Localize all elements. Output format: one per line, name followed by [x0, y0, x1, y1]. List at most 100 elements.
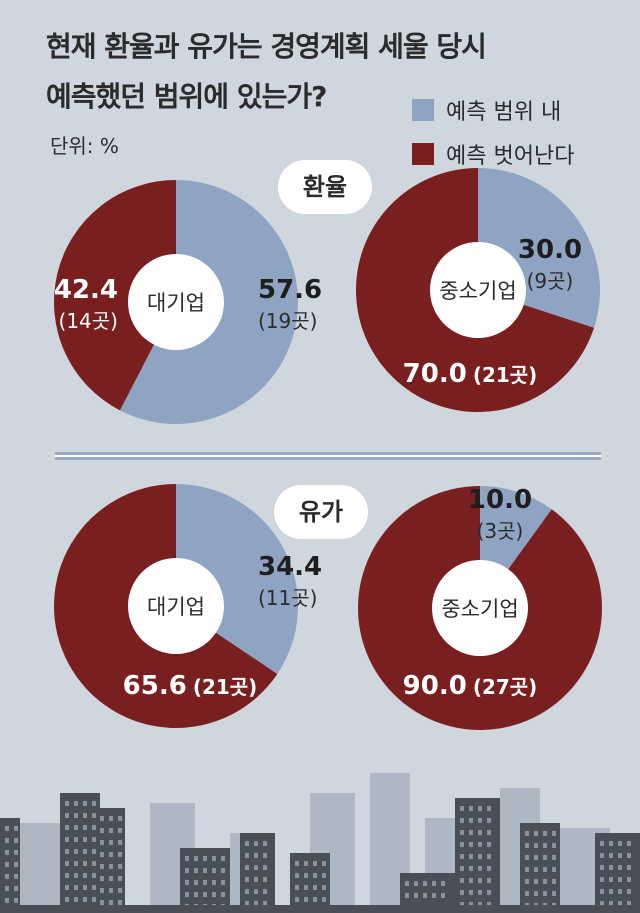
pie-3-center [432, 560, 528, 656]
skyline-window-3 [221, 856, 225, 861]
skyline-window-8 [534, 879, 538, 884]
skyline-window-2 [118, 888, 122, 893]
skyline-window-4 [245, 889, 249, 894]
skyline-window-2 [118, 876, 122, 881]
unit-label: 단위: % [50, 134, 119, 158]
skyline-window-0 [5, 886, 9, 891]
pie-3-label-1: 90.0 (27곳) [403, 671, 538, 701]
skyline-window-4 [254, 889, 258, 894]
skyline-window-6 [423, 881, 427, 886]
skyline-window-3 [194, 880, 198, 885]
skyline-window-8 [534, 843, 538, 848]
legend-item-outside: 예측 벗어난다 [412, 132, 574, 176]
skyline-window-9 [618, 889, 622, 894]
skyline-window-5 [295, 861, 299, 866]
skyline-window-9 [609, 889, 613, 894]
skyline-window-4 [263, 889, 267, 894]
title-line-1: 현재 환율과 유가는 경영계획 세울 당시 [46, 30, 487, 63]
skyline-window-2 [100, 840, 104, 845]
skyline-window-5 [313, 897, 317, 902]
pie-3-count-0: (3곳) [477, 519, 524, 543]
skyline-window-7 [460, 818, 464, 823]
skyline-window-2 [109, 828, 113, 833]
skyline-window-9 [618, 853, 622, 858]
skyline-window-9 [627, 877, 631, 882]
skyline-window-4 [245, 877, 249, 882]
skyline-window-1 [74, 825, 78, 830]
skyline-window-1 [65, 801, 69, 806]
skyline-window-4 [263, 865, 267, 870]
skyline-window-2 [109, 852, 113, 857]
legend: 예측 범위 내 예측 벗어난다 [412, 88, 574, 176]
skyline-window-5 [295, 873, 299, 878]
skyline-window-5 [295, 897, 299, 902]
skyline-window-0 [14, 850, 18, 855]
skyline-window-1 [74, 861, 78, 866]
skyline-window-8 [534, 831, 538, 836]
pie-2-label-1: 65.6 (21곳) [123, 671, 258, 701]
pie-0-center-label: 대기업 [147, 291, 205, 315]
skyline-window-7 [460, 854, 464, 859]
skyline-window-5 [304, 873, 308, 878]
skyline-window-7 [460, 878, 464, 883]
skyline-window-7 [469, 806, 473, 811]
skyline-window-8 [552, 879, 556, 884]
skyline-window-2 [109, 864, 113, 869]
skyline-window-3 [185, 892, 189, 897]
skyline-window-0 [5, 862, 9, 867]
skyline-window-4 [263, 877, 267, 882]
skyline-window-9 [618, 865, 622, 870]
skyline-window-0 [14, 898, 18, 903]
skyline-window-0 [14, 886, 18, 891]
skyline-window-1 [83, 885, 87, 890]
skyline-window-0 [14, 826, 18, 831]
skyline-window-4 [245, 853, 249, 858]
skyline-window-0 [14, 874, 18, 879]
skyline-window-3 [194, 868, 198, 873]
skyline-window-2 [118, 816, 122, 821]
pie-2-center-label: 대기업 [147, 595, 205, 619]
skyline-window-2 [100, 864, 104, 869]
skyline-window-5 [295, 885, 299, 890]
skyline-window-2 [100, 816, 104, 821]
skyline-window-9 [618, 877, 622, 882]
skyline-window-2 [109, 816, 113, 821]
skyline-window-6 [405, 881, 409, 886]
skyline-window-7 [487, 890, 491, 895]
skyline-window-8 [552, 831, 556, 836]
skyline-window-7 [469, 830, 473, 835]
pie-2-center [128, 558, 224, 654]
skyline-window-1 [83, 873, 87, 878]
skyline-window-8 [525, 879, 529, 884]
skyline-window-7 [478, 902, 482, 907]
skyline-window-0 [5, 898, 9, 903]
section-divider [55, 452, 601, 460]
skyline-window-6 [414, 893, 418, 898]
legend-swatch-outside [412, 143, 434, 165]
skyline-window-3 [221, 892, 225, 897]
legend-item-within: 예측 범위 내 [412, 88, 574, 132]
skyline-window-7 [469, 854, 473, 859]
skyline-window-1 [92, 897, 96, 902]
skyline-window-9 [609, 841, 613, 846]
skyline-window-3 [203, 880, 207, 885]
skyline-window-9 [600, 889, 604, 894]
skyline-window-1 [74, 897, 78, 902]
skyline-window-8 [525, 891, 529, 896]
skyline-window-9 [609, 877, 613, 882]
skyline-window-2 [118, 852, 122, 857]
skyline-window-1 [92, 849, 96, 854]
pie-3-center-label: 중소기업 [441, 597, 518, 621]
pie-1-count-0: (9곳) [527, 269, 574, 293]
skyline-window-7 [460, 890, 464, 895]
skyline-window-7 [469, 866, 473, 871]
skyline-window-3 [194, 856, 198, 861]
skyline-window-7 [487, 818, 491, 823]
skyline-window-7 [487, 854, 491, 859]
pie-0-count-1: (14곳) [59, 309, 118, 333]
skyline-window-8 [534, 891, 538, 896]
skyline-window-6 [414, 881, 418, 886]
skyline-window-2 [118, 828, 122, 833]
skyline-window-9 [600, 865, 604, 870]
